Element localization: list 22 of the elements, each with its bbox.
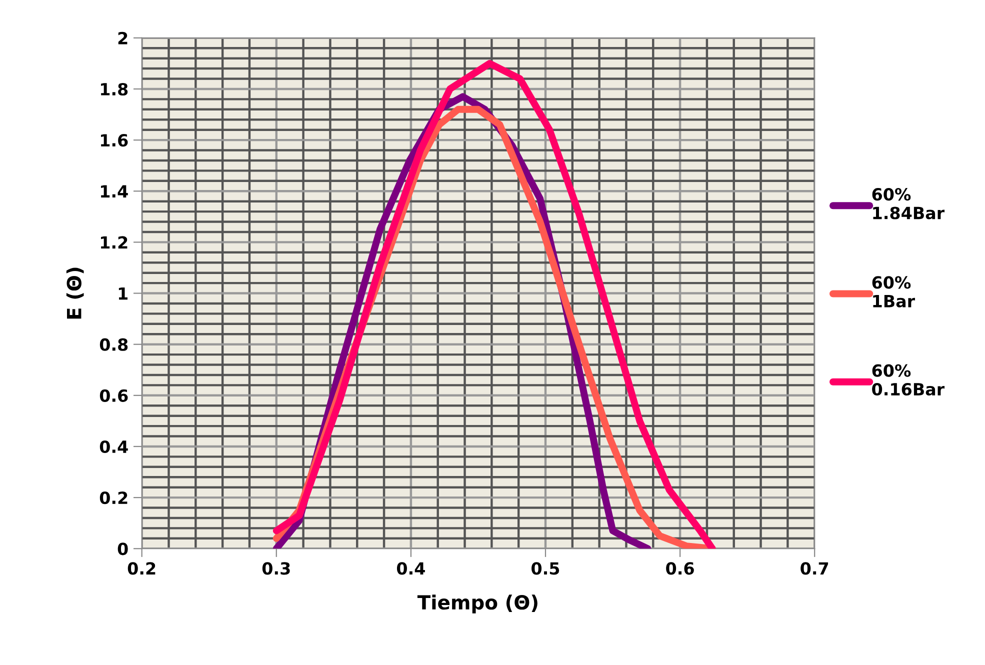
y-tick-label: 1.6 [101, 134, 128, 147]
y-tick-label: 0.8 [100, 338, 128, 351]
y-tick-label: 0.2 [100, 492, 128, 504]
y-tick-label: 0.4 [100, 440, 128, 454]
legend-label: 60% 1.84Bar [872, 188, 945, 220]
y-axis-title: E (Θ) [66, 268, 84, 319]
x-tick-label: 0.4 [396, 562, 425, 575]
y-tick-label: 0.6 [100, 389, 128, 402]
y-tick-label: 1.8 [101, 82, 128, 96]
y-tick-label: 1.4 [101, 185, 128, 198]
y-tick-label: 2 [118, 32, 128, 44]
y-tick-label: 1 [118, 287, 128, 300]
x-tick-label: 0.6 [666, 562, 694, 575]
legend-label: 60% 0.16Bar [872, 364, 945, 396]
legend-label: 60% 1Bar [872, 276, 916, 308]
x-tick-label: 0.5 [532, 562, 560, 575]
y-tick-label: 0 [118, 542, 128, 556]
y-tick-label: 1.2 [101, 236, 128, 249]
x-tick-label: 0.3 [262, 562, 290, 575]
x-axis-title: Tiempo (Θ) [417, 594, 538, 614]
x-tick-label: 0.7 [800, 562, 828, 575]
x-tick-label: 0.2 [128, 562, 156, 575]
